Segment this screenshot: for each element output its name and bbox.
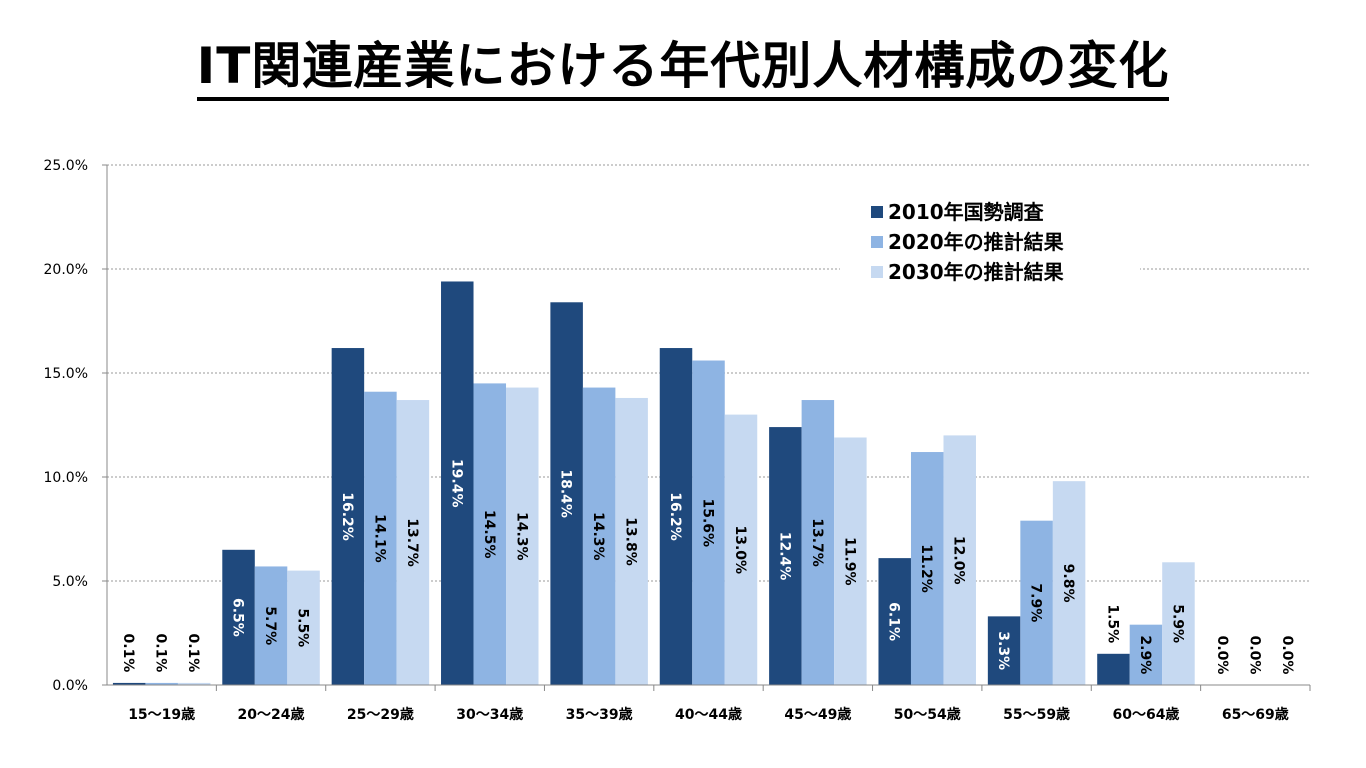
bar-1 <box>331 348 365 685</box>
x-category-label: 30〜34歳 <box>456 706 523 723</box>
x-category-label: 15〜19歳 <box>128 706 195 723</box>
title-text: IT関連産業における年代別人材構成の変化 <box>196 37 1170 101</box>
data-label: 5.7% <box>262 606 278 645</box>
y-tick-label: 10.0% <box>44 470 88 486</box>
data-label: 19.4% <box>448 459 464 508</box>
y-tick-label: 15.0% <box>44 366 88 382</box>
data-label: 6.1% <box>886 602 902 641</box>
data-label: 1.5% <box>1104 604 1120 643</box>
bar-3 <box>287 570 320 685</box>
bar-1 <box>987 616 1021 685</box>
data-label: 0.0% <box>1246 636 1262 675</box>
bar-2 <box>692 360 725 685</box>
bar-2 <box>254 566 288 685</box>
bar-2 <box>910 452 944 685</box>
bar-2 <box>473 383 507 685</box>
bar-3 <box>943 435 976 685</box>
bar-1 <box>222 549 255 685</box>
bar-2 <box>582 387 616 685</box>
data-label: 11.2% <box>918 544 934 593</box>
x-category-label: 65〜69歳 <box>1222 706 1289 723</box>
data-label: 14.3% <box>590 512 606 561</box>
data-label: 16.2% <box>667 492 683 541</box>
y-tick-label: 5.0% <box>52 574 88 590</box>
bar-2 <box>145 682 178 685</box>
legend-label: 2020年の推計結果 <box>888 230 1064 254</box>
bar-1 <box>441 281 474 685</box>
x-category-label: 35〜39歳 <box>566 706 633 723</box>
bar-3 <box>506 387 539 685</box>
legend-swatch <box>871 206 883 218</box>
data-label: 0.1% <box>185 634 201 673</box>
bar-3 <box>724 414 758 685</box>
bar-2 <box>801 400 835 685</box>
data-label: 13.7% <box>404 518 420 567</box>
bar-2 <box>1129 624 1163 685</box>
data-label: 13.8% <box>623 517 639 566</box>
data-label: 14.5% <box>481 510 497 559</box>
data-label: 11.9% <box>841 537 857 586</box>
y-tick-label: 20.0% <box>44 262 88 278</box>
data-label: 15.6% <box>700 498 716 547</box>
data-label: 7.9% <box>1028 583 1044 622</box>
data-label: 5.9% <box>1169 604 1185 643</box>
data-label: 3.3% <box>995 631 1011 670</box>
data-label: 0.0% <box>1279 636 1295 675</box>
bar-2 <box>1020 520 1053 685</box>
bar-3 <box>834 437 867 685</box>
bar-3 <box>396 400 430 685</box>
bar-1 <box>769 427 802 685</box>
data-label: 13.0% <box>732 526 748 575</box>
y-tick-label: 25.0% <box>44 158 88 174</box>
legend-label: 2030年の推計結果 <box>888 260 1064 284</box>
data-label: 16.2% <box>339 492 355 541</box>
page-title: IT関連産業における年代別人材構成の変化 <box>0 26 1366 101</box>
data-label: 18.4% <box>558 469 574 518</box>
x-category-label: 50〜54歳 <box>894 706 961 723</box>
bar-1 <box>659 348 693 685</box>
bar-1 <box>1097 653 1130 685</box>
data-label: 13.7% <box>809 518 825 567</box>
data-label: 5.5% <box>295 608 311 647</box>
x-category-label: 40〜44歳 <box>675 706 742 723</box>
legend-swatch <box>871 236 883 248</box>
legend-swatch <box>871 266 883 278</box>
data-label: 12.4% <box>776 532 792 581</box>
data-label: 2.9% <box>1137 635 1153 674</box>
x-category-label: 20〜24歳 <box>238 706 305 723</box>
bar-1 <box>112 682 146 685</box>
x-category-label: 55〜59歳 <box>1003 706 1070 723</box>
data-label: 12.0% <box>951 536 967 585</box>
bar-3 <box>1052 481 1086 685</box>
data-label: 0.0% <box>1214 636 1230 675</box>
bar-3 <box>1162 562 1195 685</box>
y-tick-label: 0.0% <box>52 678 88 694</box>
bar-3 <box>177 682 211 685</box>
legend-background <box>840 190 1140 295</box>
x-category-label: 45〜49歳 <box>784 706 851 723</box>
bar-2 <box>364 391 397 685</box>
data-label: 14.1% <box>371 514 387 563</box>
x-category-label: 60〜64歳 <box>1112 706 1179 723</box>
data-label: 14.3% <box>513 512 529 561</box>
bar-1 <box>878 558 911 685</box>
data-label: 0.1% <box>153 634 169 673</box>
data-label: 0.1% <box>120 634 136 673</box>
data-label: 6.5% <box>230 598 246 637</box>
bar-3 <box>615 397 648 685</box>
bar-1 <box>550 302 583 685</box>
x-category-label: 25〜29歳 <box>347 706 414 723</box>
legend-label: 2010年国勢調査 <box>888 200 1044 224</box>
data-label: 9.8% <box>1060 564 1076 603</box>
